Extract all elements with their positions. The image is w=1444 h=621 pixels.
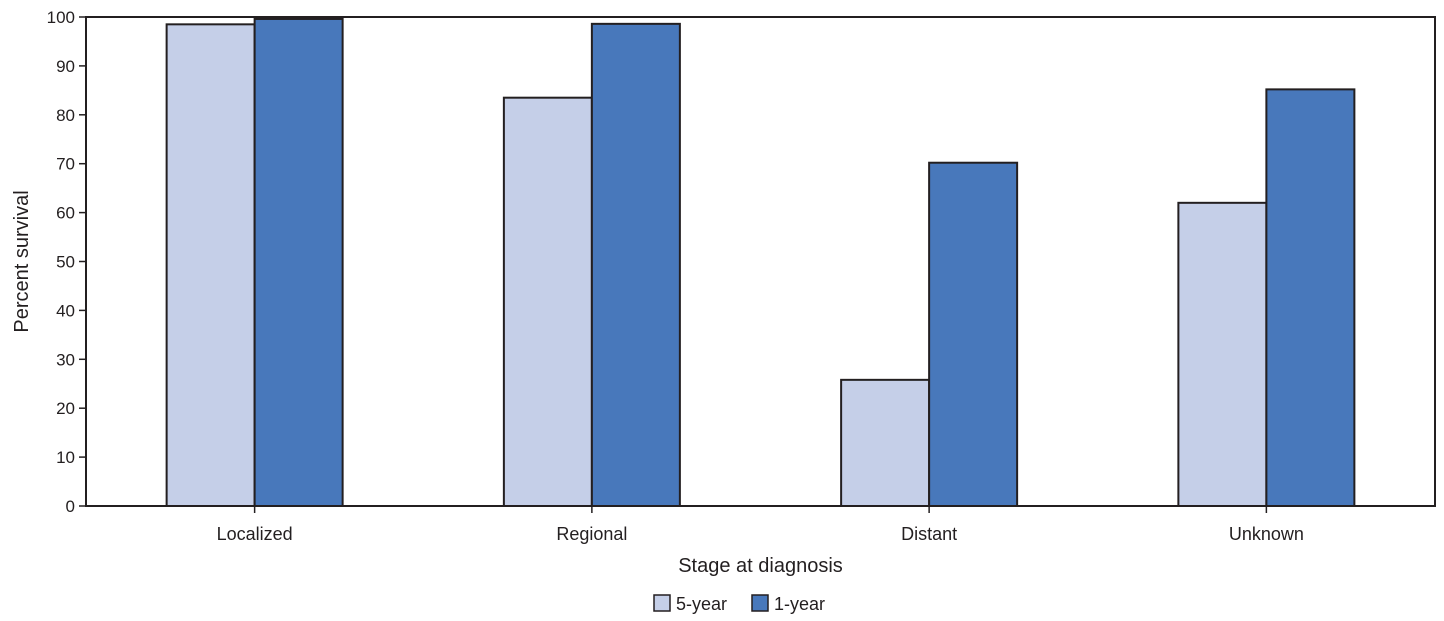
y-tick-label: 100 — [47, 8, 75, 27]
x-category-label: Regional — [556, 524, 627, 544]
bar-1-year-localized — [253, 17, 344, 508]
legend-swatch — [751, 594, 769, 612]
bar-5-year-unknown — [1177, 201, 1268, 507]
y-tick-label: 0 — [66, 497, 75, 516]
bar-1-year-distant — [928, 161, 1019, 508]
plot-frame — [85, 16, 1436, 507]
bar-1-year-unknown — [1265, 88, 1356, 507]
legend-swatch — [653, 594, 671, 612]
y-tick-label: 80 — [56, 106, 75, 125]
bars-group — [165, 17, 1356, 508]
y-axis-title: Percent survival — [11, 190, 33, 332]
x-axis-category-labels: Localized Regional Distant Unknown — [217, 506, 1304, 544]
x-category-label: Localized — [217, 524, 293, 544]
x-category-label: Unknown — [1229, 524, 1304, 544]
y-tick-label: 20 — [56, 399, 75, 418]
x-axis-title: Stage at diagnosis — [678, 555, 843, 577]
legend: 5-year 1-year — [653, 594, 825, 614]
bar-1-year-regional — [590, 22, 681, 507]
y-tick-label: 60 — [56, 204, 75, 223]
y-tick-label: 70 — [56, 155, 75, 174]
y-tick-label: 90 — [56, 57, 75, 76]
y-tick-label: 40 — [56, 301, 75, 320]
y-tick-label: 30 — [56, 350, 75, 369]
y-tick-label: 10 — [56, 448, 75, 467]
bar-5-year-distant — [840, 378, 931, 508]
y-tick-label: 50 — [56, 253, 75, 272]
legend-label: 5-year — [676, 594, 727, 614]
y-axis-ticks: 0 10 20 30 40 50 60 70 80 90 100 — [47, 8, 86, 516]
x-category-label: Distant — [901, 524, 957, 544]
bar-5-year-regional — [502, 96, 593, 507]
legend-label: 1-year — [774, 594, 825, 614]
bar-5-year-localized — [165, 23, 256, 508]
